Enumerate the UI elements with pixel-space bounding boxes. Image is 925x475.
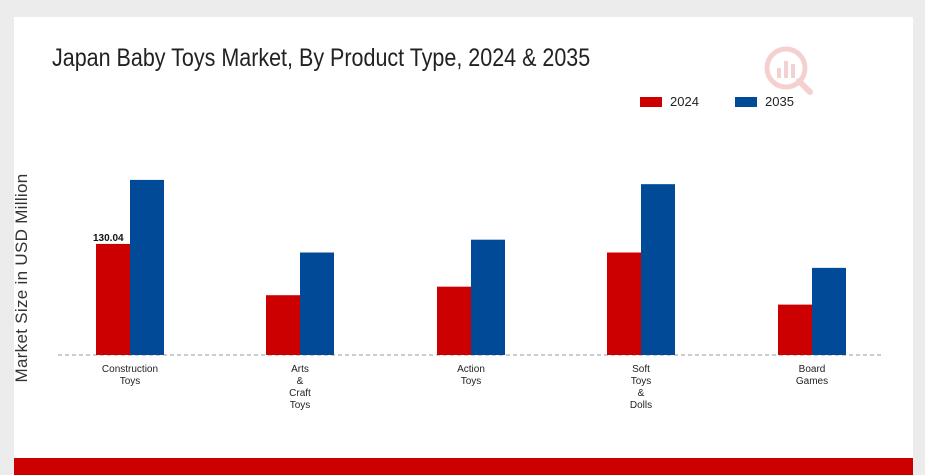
bar-2035-2 — [471, 239, 505, 355]
legend-item-2024: 2024 — [640, 94, 699, 109]
bottom-accent-bar — [14, 458, 913, 475]
x-tick-label-4-1: Games — [796, 376, 828, 387]
legend-swatch-2024 — [640, 96, 662, 107]
bar-2024-0 — [96, 243, 130, 355]
x-tick-label-3-2: & — [638, 388, 645, 399]
x-tick-label-1-0: Arts — [291, 364, 309, 375]
chart-title: Japan Baby Toys Market, By Product Type,… — [52, 44, 591, 72]
x-tick-label-2-1: Toys — [461, 376, 482, 387]
bar-2024-2 — [437, 286, 471, 355]
bar-2035-3 — [641, 184, 675, 355]
x-tick-label-0-1: Toys — [120, 376, 141, 387]
legend-item-2035: 2035 — [735, 94, 794, 109]
bar-2024-1 — [266, 295, 300, 355]
x-tick-label-3-3: Dolls — [630, 400, 652, 411]
legend-label-2035: 2035 — [765, 94, 794, 109]
bar-2035-4 — [812, 267, 846, 355]
bar-2024-4 — [778, 304, 812, 355]
data-label-0: 130.04 — [93, 233, 124, 244]
x-tick-label-4-0: Board — [799, 364, 826, 375]
x-tick-label-0-0: Construction — [102, 364, 158, 375]
x-tick-label-1-2: Craft — [289, 388, 311, 399]
bar-2024-3 — [607, 252, 641, 355]
x-tick-label-2-0: Action — [457, 364, 485, 375]
bar-2035-0 — [130, 179, 164, 355]
x-tick-label-1-1: & — [297, 376, 304, 387]
legend-swatch-2035 — [735, 96, 757, 107]
x-tick-label-3-0: Soft — [632, 364, 650, 375]
x-tick-label-1-3: Toys — [290, 400, 311, 411]
market-research-logo-icon — [764, 46, 813, 95]
x-tick-label-3-1: Toys — [631, 376, 652, 387]
bar-2035-1 — [300, 252, 334, 355]
legend-label-2024: 2024 — [670, 94, 699, 109]
